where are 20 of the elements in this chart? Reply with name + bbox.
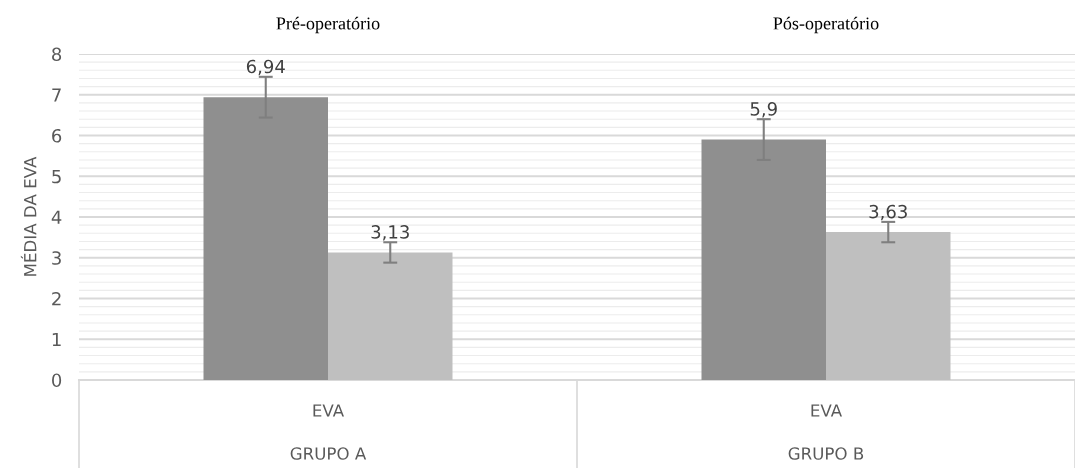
text: GRUPO B	[788, 447, 864, 460]
text: Pós-operatório	[773, 16, 879, 34]
y-axis-title: MÉDIA DA EVA	[20, 156, 37, 276]
y-tick-label: 3	[52, 251, 61, 265]
y-tick-label: 8	[52, 47, 62, 62]
data-label: 3,13	[371, 225, 409, 241]
data-label: 6,94	[246, 59, 285, 76]
data-label: 5,9	[750, 102, 777, 118]
text: GRUPO A	[290, 447, 367, 460]
text: Pré-operatório	[276, 16, 380, 34]
y-tick-label: 7	[52, 88, 61, 102]
y-tick-label: 4	[51, 210, 62, 224]
y-tick-label: 0	[52, 373, 62, 388]
data-label: 3,63	[869, 204, 907, 221]
y-tick-label: 2	[52, 291, 61, 306]
x-tick-label: EVA	[313, 404, 344, 417]
y-tick-label: 5	[52, 169, 61, 184]
y-tick-label: 1	[52, 332, 61, 347]
y-tick-label: 6	[52, 128, 62, 143]
x-tick-label: EVA	[811, 404, 842, 417]
